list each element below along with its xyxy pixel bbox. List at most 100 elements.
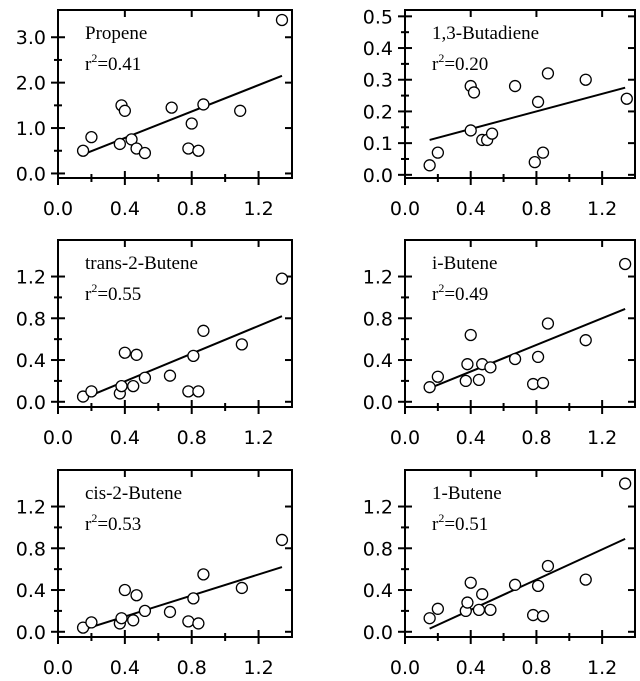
r-squared-prefix: r [432,54,439,75]
r-squared-label: r2=0.55 [85,281,141,305]
data-point [130,348,143,361]
data-point [113,137,126,151]
data-point [85,130,98,144]
y-tick-label: 1.2 [363,267,393,289]
x-tick-label: 1.2 [243,657,273,679]
chart-panel: 0.0 0.4 0.8 1.2 0.0 0.4 0.8 1.2 cis-2-Butene r2=0… [16,469,293,679]
data-point [115,612,128,625]
x-tick-label: 0.0 [390,657,420,679]
data-point [165,101,178,114]
y-tick-label: 0.4 [363,38,393,60]
panel-title: 1-Butene [432,483,502,504]
data-point [118,583,132,597]
data-point [464,124,477,137]
data-point [461,596,474,609]
data-point [531,579,545,593]
x-tick-label: 0.4 [110,427,140,449]
r-squared-label: r2=0.20 [432,51,488,75]
regression-line [429,307,626,390]
x-tick-label: 1.2 [243,198,273,220]
data-point [275,272,289,285]
r-squared-label: r2=0.49 [432,281,488,305]
data-point [536,609,550,623]
data-point [275,533,289,547]
data-point [192,144,205,157]
data-point [620,92,633,105]
regression-line [82,74,283,156]
data-point [536,146,550,159]
data-point [467,86,481,99]
x-tick-label: 0.4 [456,427,486,449]
data-point [423,381,436,394]
plot-frame [57,469,293,638]
r-squared-label: r2=0.51 [432,511,488,535]
y-tick-label: 0.4 [363,350,393,372]
data-point [127,614,140,627]
data-point [192,617,205,630]
x-tick-label: 0.0 [390,427,420,449]
chart-panel: 0.0 0.4 0.8 1.2 0.0 0.4 0.8 1.2 i-Butene r2=0.49 [363,239,636,449]
data-point [431,370,445,383]
data-point [185,117,198,130]
y-tick-label: 1.0 [16,118,46,140]
data-point [536,376,550,390]
data-point [431,602,445,615]
y-tick-label: 1.2 [363,497,393,519]
panel-title: i-Butene [432,253,497,274]
data-point [531,350,545,364]
y-tick-label: 0.3 [363,70,393,92]
data-point [464,328,477,342]
data-point [541,67,555,80]
data-point [531,95,545,109]
y-tick-label: 0.8 [363,308,393,330]
y-tick-label: 0.2 [363,101,393,123]
data-point [85,385,98,398]
x-tick-label: 0.0 [43,657,73,679]
r-squared-label: r2=0.41 [85,51,141,75]
x-tick-label: 0.0 [43,427,73,449]
chart-panel: 0.0 0.1 0.2 0.3 0.4 0.5 0.0 0.4 0.8 1.2 1,3-Butadi… [363,6,636,220]
data-point [464,576,477,589]
data-point [541,317,555,330]
data-point [234,104,247,117]
x-tick-label: 1.2 [587,198,617,220]
x-tick-label: 1.2 [587,657,617,679]
y-tick-label: 0.1 [363,133,393,155]
data-point [472,603,486,617]
y-tick-label: 2.0 [16,73,46,95]
panel-title: Propene [85,23,147,44]
data-point [182,615,195,628]
data-point [618,477,632,490]
r-squared-prefix: r [432,514,439,535]
data-point [485,127,499,140]
data-point [579,573,592,586]
r-squared-exponent: 2 [438,51,444,65]
r-squared-exponent: 2 [91,281,97,295]
y-tick-label: 0.4 [363,580,393,602]
data-point [528,156,541,169]
plot-frame [404,469,636,638]
data-point [508,352,522,366]
x-tick-label: 0.8 [177,198,207,220]
x-tick-label: 0.4 [456,657,486,679]
data-point [187,349,200,363]
plot-frame [57,9,293,179]
data-point [472,373,486,387]
data-point [459,374,472,388]
x-tick-label: 0.8 [521,657,551,679]
y-tick-label: 0.4 [16,580,46,602]
chart-panel: 0.0 0.4 0.8 1.2 0.0 0.4 0.8 1.2 trans-2-Butene r2… [16,239,293,449]
x-tick-label: 0.8 [521,427,551,449]
y-tick-label: 0.8 [16,538,46,560]
x-tick-label: 0.0 [43,198,73,220]
r-squared-exponent: 2 [438,511,444,525]
data-point [182,385,195,398]
data-point [618,257,632,271]
panel-title: cis-2-Butene [85,483,182,504]
r-squared-exponent: 2 [91,51,97,65]
r-squared-value: =0.41 [97,54,141,75]
x-tick-label: 0.0 [390,198,420,220]
r-squared-value: =0.55 [97,284,141,305]
r-squared-value: =0.53 [97,514,141,535]
